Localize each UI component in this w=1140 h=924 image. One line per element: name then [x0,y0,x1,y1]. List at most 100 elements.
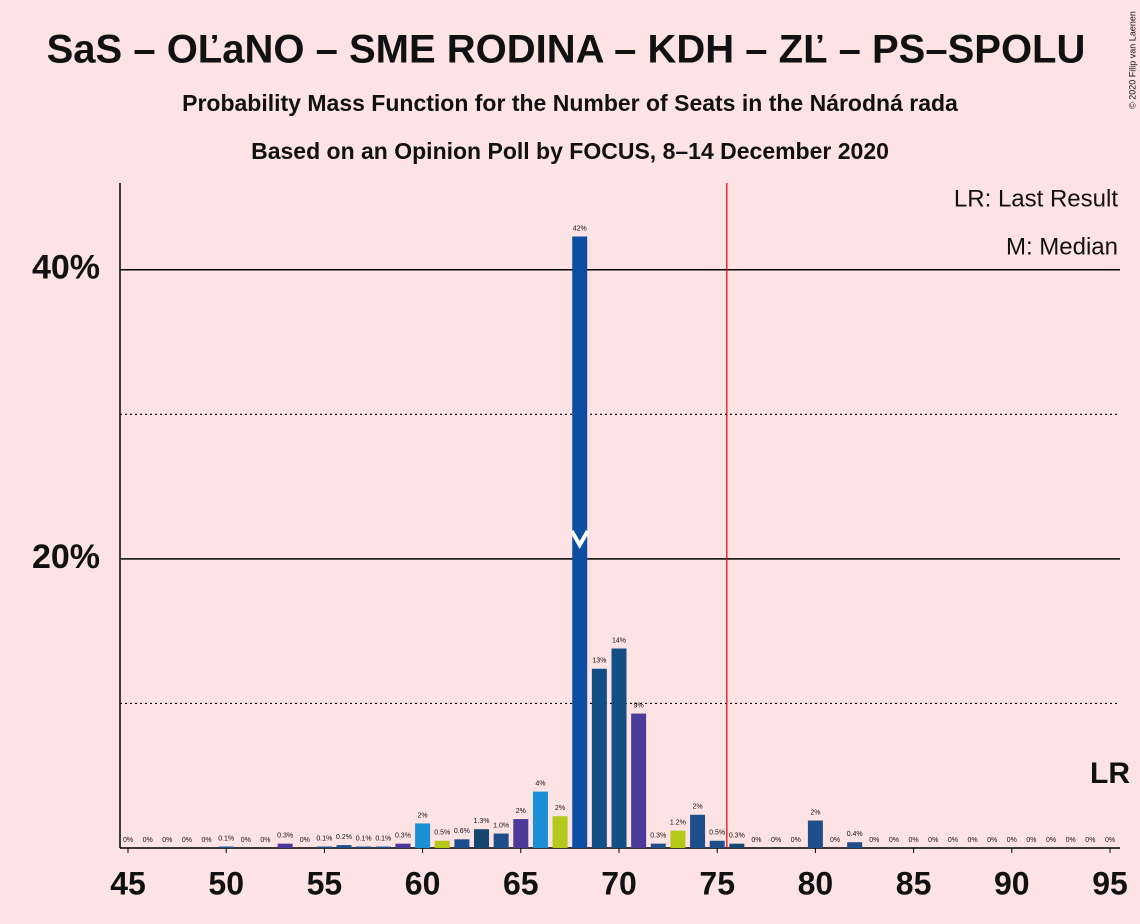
bar [356,846,372,848]
value-label: 0% [1007,837,1017,844]
y-tick-label: 40% [32,249,100,287]
x-tick-label: 55 [307,865,343,901]
value-label: 2% [810,809,820,816]
value-label: 0.3% [395,833,411,840]
value-label: 0.5% [709,830,725,837]
value-label: 0% [830,837,840,844]
value-label: 0% [182,837,192,844]
value-label: 0% [300,837,310,844]
bar [316,846,332,848]
value-label: 0.6% [454,828,470,835]
value-label: 0.1% [356,835,372,842]
value-label: 4% [535,780,545,787]
value-label: 2% [516,808,526,815]
x-tick-label: 65 [503,865,539,901]
chart-title: SaS – OĽaNO – SME RODINA – KDH – ZĽ – PS… [47,28,1086,72]
bar [729,843,745,848]
bar [631,713,647,848]
value-label: 0% [948,837,958,844]
value-label: 2% [418,812,428,819]
value-label: 0% [260,837,270,844]
value-label: 0% [1085,837,1095,844]
bar [709,840,725,848]
bar [375,846,391,848]
chart-subtitle: Probability Mass Function for the Number… [182,90,958,116]
bar [218,846,234,848]
bar [474,829,490,848]
bar [611,648,627,848]
value-label: 0% [928,837,938,844]
value-label: 0% [909,837,919,844]
value-label: 0% [1046,837,1056,844]
value-label: 0% [1026,837,1036,844]
value-label: 2% [692,804,702,811]
bar [650,843,666,848]
value-label: 0.1% [218,835,234,842]
x-tick-label: 45 [110,865,146,901]
value-label: 0% [1066,837,1076,844]
x-tick-label: 50 [208,865,244,901]
bar [552,816,568,848]
bar [395,843,411,848]
value-label: 1.0% [493,822,509,829]
value-label: 0.1% [316,835,332,842]
x-tick-label: 85 [896,865,932,901]
bar [493,833,509,848]
value-label: 0% [967,837,977,844]
value-label: 0% [162,837,172,844]
last-result-label: LR [1090,757,1130,790]
median-marker [569,530,590,550]
bar [532,791,548,848]
value-label: 0% [143,837,153,844]
value-label: 0% [869,837,879,844]
y-tick-label: 20% [32,538,100,576]
value-label: 1.3% [474,818,490,825]
x-tick-label: 80 [798,865,834,901]
bar [670,830,686,848]
x-tick-label: 70 [601,865,637,901]
value-label: 0% [241,837,251,844]
value-label: 42% [573,225,587,232]
value-label: 0.3% [277,833,293,840]
x-tick-label: 95 [1092,865,1128,901]
x-tick-label: 75 [699,865,735,901]
value-label: 0% [751,837,761,844]
value-label: 14% [612,637,626,644]
bar [434,840,450,848]
value-label: 1.2% [670,819,686,826]
chart-subtitle: Based on an Opinion Poll by FOCUS, 8–14 … [251,138,889,164]
value-label: 0% [771,837,781,844]
value-label: 2% [555,805,565,812]
x-tick-label: 60 [405,865,441,901]
value-label: 0.5% [434,830,450,837]
bar [277,843,293,848]
value-label: 0% [1105,837,1115,844]
x-tick-label: 90 [994,865,1030,901]
value-label: 0% [889,837,899,844]
legend-entry: LR: Last Result [954,185,1118,212]
bar [454,839,470,848]
value-label: 0.4% [847,831,863,838]
bar [847,842,863,848]
value-label: 0% [987,837,997,844]
value-label: 0.1% [375,835,391,842]
value-label: 9% [634,702,644,709]
value-label: 0.2% [336,834,352,841]
value-label: 0.3% [729,833,745,840]
value-label: 0% [201,837,211,844]
copyright: © 2020 Filip van Laenen [1127,11,1137,109]
bar [336,845,352,848]
bar [591,668,607,848]
bar [513,819,529,848]
value-label: 0% [123,837,133,844]
bar [807,820,823,848]
value-label: 13% [592,658,606,665]
bar [690,814,706,848]
legend-entry: M: Median [1006,233,1118,260]
value-label: 0.3% [650,833,666,840]
value-label: 0% [791,837,801,844]
bar [415,823,431,848]
